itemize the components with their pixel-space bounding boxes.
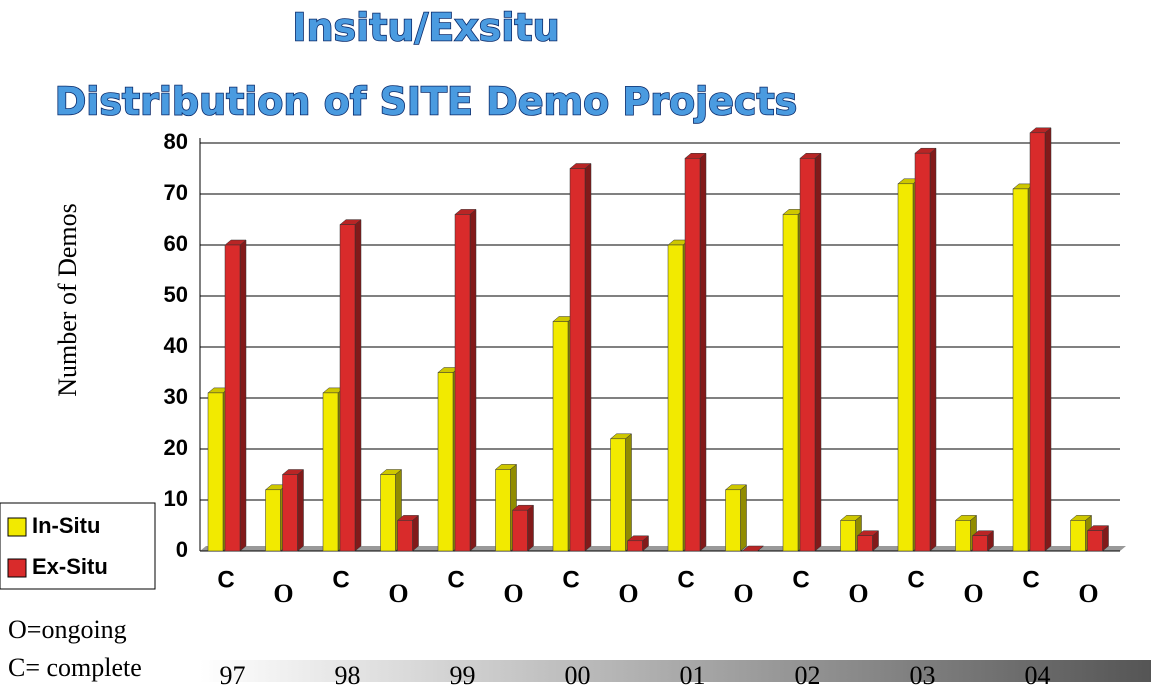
x-tick-label: C bbox=[792, 566, 809, 593]
x-tick-label: O bbox=[1078, 579, 1098, 608]
group-label: 02 bbox=[795, 661, 821, 690]
legend-label: In-Situ bbox=[32, 513, 100, 538]
y-tick-label: 50 bbox=[164, 282, 188, 307]
bar bbox=[265, 489, 281, 552]
x-tick-label: C bbox=[677, 566, 694, 593]
bar-side bbox=[625, 433, 632, 552]
group-label: 99 bbox=[450, 661, 476, 690]
bar-side bbox=[1044, 127, 1052, 552]
note: C= complete bbox=[8, 653, 142, 682]
bar-side bbox=[699, 152, 707, 552]
y-axis-label: Number of Demos bbox=[53, 203, 82, 397]
bar-side bbox=[354, 219, 362, 552]
bar-side bbox=[412, 514, 419, 552]
x-tick-label: O bbox=[963, 579, 983, 608]
bar bbox=[1012, 188, 1029, 552]
bar bbox=[1070, 520, 1086, 552]
bar bbox=[224, 244, 241, 552]
x-tick-label: O bbox=[848, 579, 868, 608]
x-tick-label: O bbox=[273, 579, 293, 608]
y-tick-label: 0 bbox=[176, 537, 188, 562]
chart-title: Insitu/Exsitu bbox=[292, 6, 559, 50]
bar-side bbox=[740, 484, 747, 552]
bar-top bbox=[741, 545, 765, 552]
bar bbox=[322, 392, 339, 552]
bar bbox=[454, 214, 471, 552]
bar bbox=[799, 158, 816, 552]
x-tick-label: C bbox=[562, 566, 579, 593]
y-tick-label: 80 bbox=[164, 129, 188, 154]
bar bbox=[857, 535, 873, 552]
bar bbox=[437, 372, 454, 552]
group-label: 04 bbox=[1025, 661, 1051, 690]
bar bbox=[914, 152, 931, 552]
bar bbox=[1029, 132, 1046, 552]
bar bbox=[282, 474, 298, 552]
bar bbox=[1087, 530, 1103, 552]
note: O=ongoing bbox=[8, 615, 127, 644]
y-tick-label: 40 bbox=[164, 333, 188, 358]
bar bbox=[495, 469, 511, 552]
y-tick-label: 60 bbox=[164, 231, 188, 256]
bar-side bbox=[239, 239, 247, 552]
legend-label: Ex-Situ bbox=[32, 554, 108, 579]
x-tick-label: C bbox=[332, 566, 349, 593]
bar-side bbox=[297, 468, 304, 552]
group-label: 03 bbox=[910, 661, 936, 690]
y-tick-label: 70 bbox=[164, 180, 188, 205]
x-tick-label: C bbox=[907, 566, 924, 593]
x-tick-label: O bbox=[733, 579, 753, 608]
legend-swatch bbox=[7, 558, 27, 578]
bar bbox=[897, 183, 914, 552]
bar-side bbox=[469, 208, 477, 552]
x-tick-label: O bbox=[618, 579, 638, 608]
group-label: 98 bbox=[335, 661, 361, 690]
bar bbox=[339, 224, 356, 552]
x-tick-label: O bbox=[503, 579, 523, 608]
bar bbox=[667, 244, 684, 552]
bar bbox=[569, 168, 586, 552]
bar-side bbox=[584, 162, 592, 552]
group-label: 97 bbox=[220, 661, 246, 690]
bar bbox=[512, 509, 528, 552]
x-tick-label: C bbox=[447, 566, 464, 593]
bar bbox=[955, 520, 971, 552]
bar bbox=[627, 540, 643, 552]
bar bbox=[782, 214, 799, 552]
bar-side bbox=[929, 147, 937, 552]
floor bbox=[200, 546, 1126, 551]
bar bbox=[684, 158, 701, 552]
bar bbox=[840, 520, 856, 552]
group-label: 01 bbox=[680, 661, 706, 690]
bar bbox=[207, 392, 224, 552]
bar bbox=[397, 520, 413, 552]
x-tick-label: C bbox=[1022, 566, 1039, 593]
bar-side bbox=[527, 504, 534, 552]
y-tick-label: 20 bbox=[164, 435, 188, 460]
bar bbox=[610, 438, 626, 552]
bar bbox=[380, 474, 396, 552]
chart-subtitle: Distribution of SITE Demo Projects bbox=[55, 80, 797, 124]
bar bbox=[725, 489, 741, 552]
y-tick-label: 30 bbox=[164, 384, 188, 409]
decor-band bbox=[200, 660, 1151, 682]
bar bbox=[552, 321, 569, 552]
bar-side bbox=[814, 152, 822, 552]
group-label: 00 bbox=[565, 661, 591, 690]
x-tick-label: C bbox=[217, 566, 234, 593]
y-tick-label: 10 bbox=[164, 486, 188, 511]
bar bbox=[972, 535, 988, 552]
legend-swatch bbox=[7, 517, 27, 537]
x-tick-label: O bbox=[388, 579, 408, 608]
